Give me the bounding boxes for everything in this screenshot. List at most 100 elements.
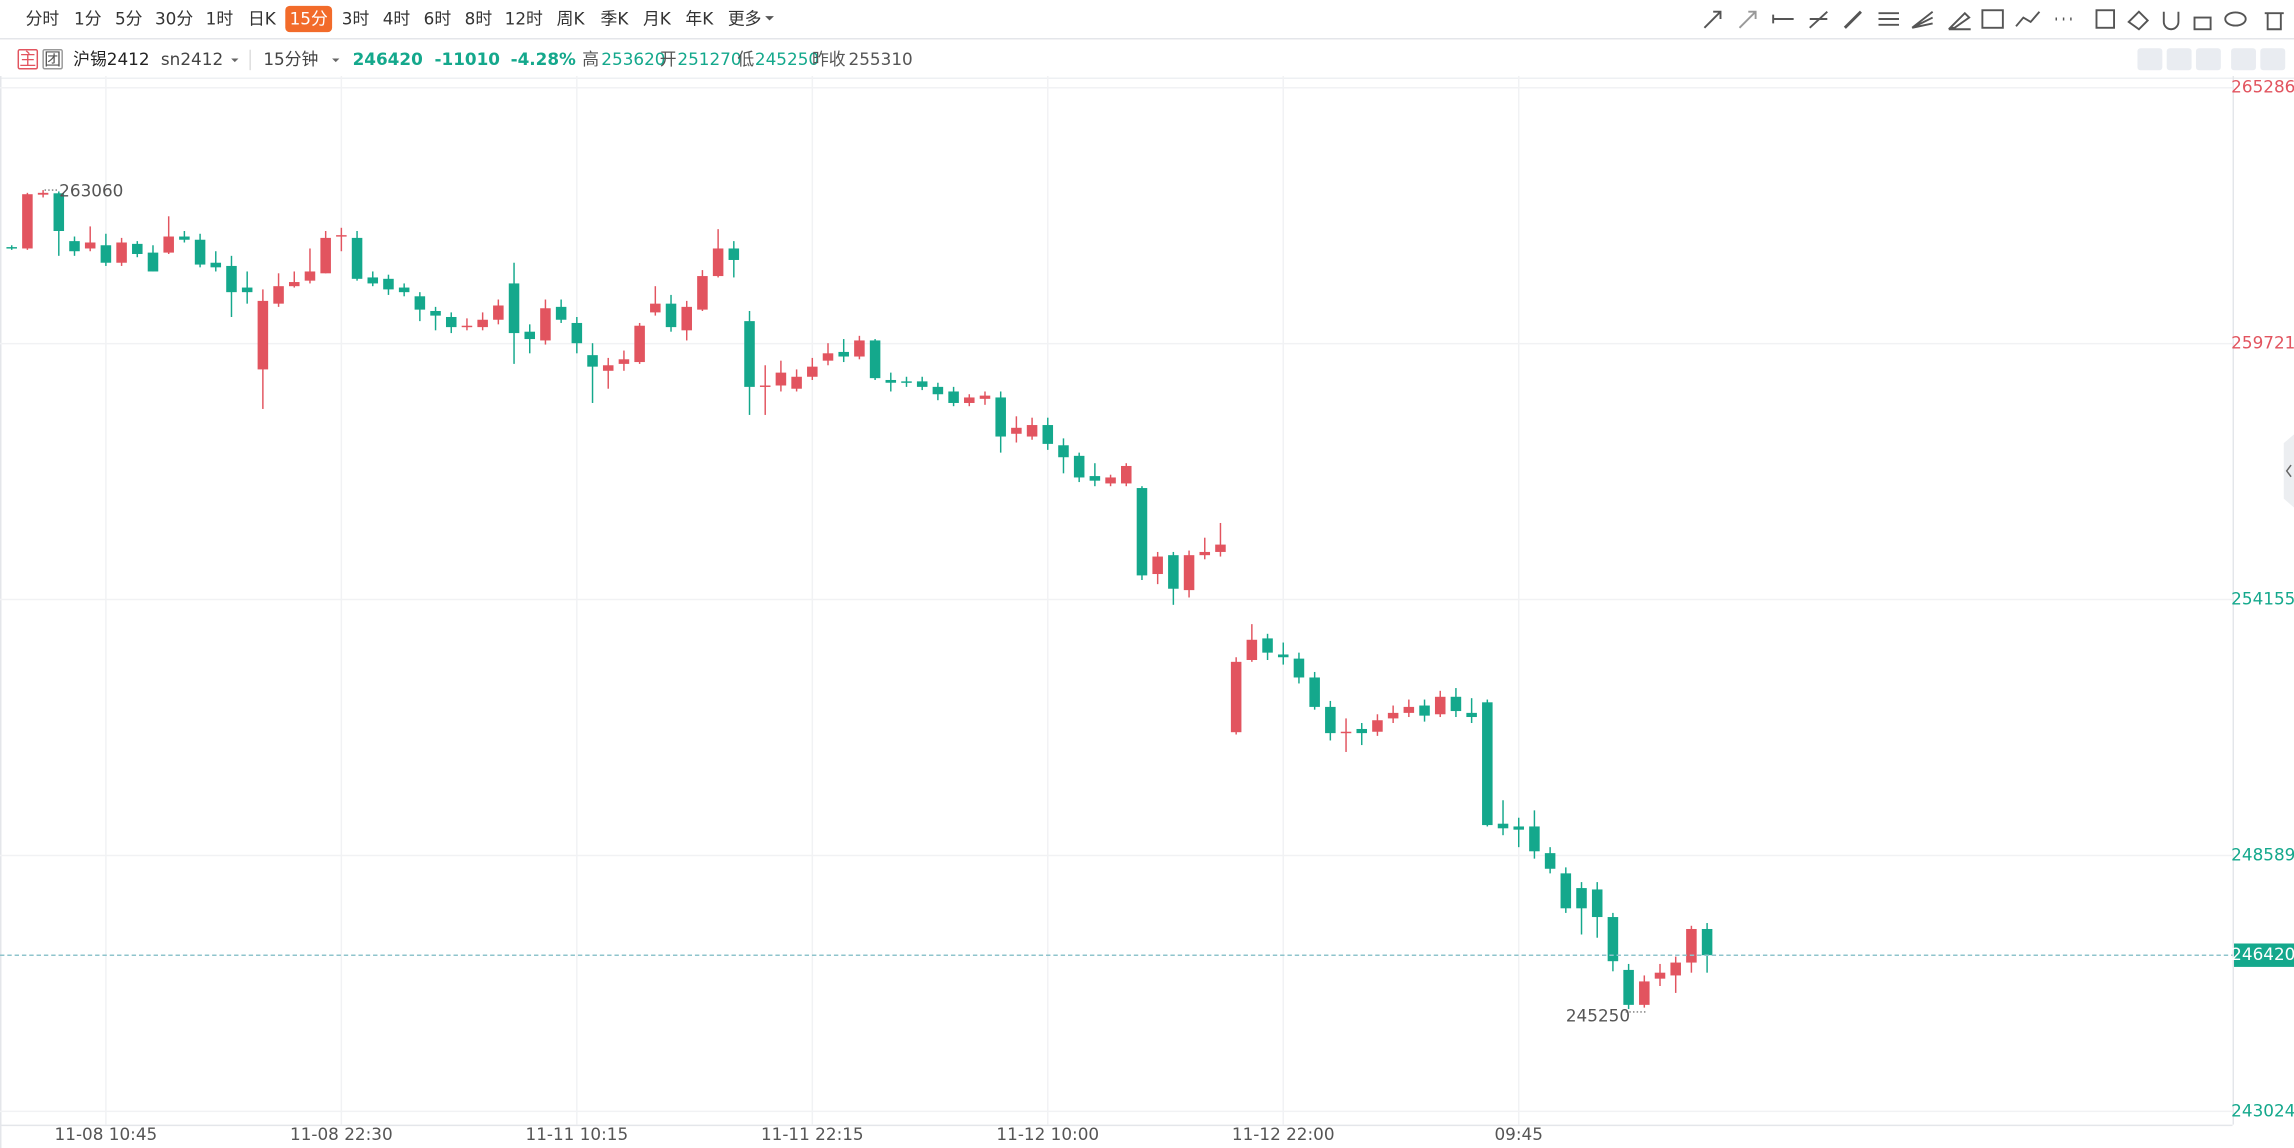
button-fullscreen[interactable] — [2260, 48, 2286, 71]
candle-body — [351, 237, 363, 279]
tool-segment[interactable] — [1809, 10, 1828, 29]
code-caret — [231, 58, 239, 63]
x-tick-label: 11-08 22:30 — [290, 1124, 393, 1144]
candle-body — [1215, 544, 1226, 552]
quote-period: 15分钟 — [263, 49, 318, 69]
drawing-tools — [1703, 9, 2284, 31]
candle-body — [273, 286, 284, 304]
candle-body — [854, 340, 865, 357]
candle-body — [304, 271, 316, 281]
period-button[interactable]: 6时 — [424, 9, 452, 29]
period-button[interactable]: 日K — [248, 9, 277, 29]
period-button[interactable]: 周K — [557, 9, 586, 29]
period-button[interactable]: 分时 — [26, 9, 60, 29]
x-tick-label: 11-12 10:00 — [996, 1124, 1099, 1144]
candle-body — [1623, 969, 1634, 1005]
candle-body — [979, 395, 991, 399]
candle-body — [147, 252, 159, 272]
y-tick-label: 259721 — [2231, 333, 2294, 353]
tool-fib[interactable] — [1878, 12, 1899, 26]
candle-body — [1466, 712, 1477, 718]
candle-body — [1639, 981, 1650, 1005]
candle-body — [132, 243, 143, 254]
candle-body — [1199, 551, 1211, 556]
tool-brush[interactable] — [1947, 11, 1971, 31]
tool-lock[interactable] — [2193, 16, 2212, 31]
button-compare[interactable] — [2195, 48, 2221, 71]
candle-body — [1387, 712, 1399, 719]
candle-body — [587, 355, 598, 367]
quote-high: 253620 — [601, 49, 665, 69]
candle-body — [1450, 696, 1462, 712]
candle-body — [1372, 720, 1383, 732]
period-button[interactable]: 12时 — [505, 9, 543, 29]
candle-body — [398, 287, 410, 293]
tool-ray[interactable] — [1703, 10, 1722, 29]
button-style[interactable] — [2137, 48, 2163, 71]
candle-body — [822, 353, 834, 361]
candle-body — [69, 241, 80, 252]
candle-body — [744, 321, 755, 387]
period-button[interactable]: 30分 — [155, 9, 193, 29]
side-panel-tab[interactable] — [2283, 434, 2294, 508]
candle-body — [37, 192, 49, 195]
candle-body — [84, 242, 96, 249]
candle-body — [1183, 555, 1195, 591]
candle-body — [712, 248, 724, 277]
candle-body — [964, 397, 975, 403]
candle-body — [540, 308, 551, 341]
period-button[interactable]: 5分 — [115, 9, 143, 29]
tool-hline[interactable] — [1772, 14, 1794, 24]
button-draw[interactable] — [2166, 48, 2192, 71]
candle-body — [100, 245, 112, 263]
candle-body — [1701, 928, 1713, 956]
candle-body — [414, 296, 426, 310]
tool-eraser[interactable] — [2127, 10, 2150, 31]
candle-body — [336, 235, 347, 237]
y-tick-label: 254155 — [2231, 589, 2294, 609]
quote-name: 沪锡2412 — [73, 49, 149, 69]
candle-body — [1011, 427, 1022, 434]
candle-body — [1089, 476, 1101, 481]
tool-fan[interactable] — [1911, 10, 1934, 29]
period-button[interactable]: 8时 — [465, 9, 493, 29]
period-caret — [332, 58, 340, 63]
candle-body — [916, 381, 928, 387]
x-tick-label: 11-11 10:15 — [525, 1124, 628, 1144]
tool-wave[interactable] — [2015, 11, 2041, 27]
max-marker: 263060 — [59, 181, 123, 201]
tool-image[interactable] — [1981, 9, 2004, 29]
quote-change: -11010 — [435, 49, 500, 69]
period-button[interactable]: 季K — [601, 9, 630, 29]
period-button[interactable]: 月K — [643, 9, 672, 29]
period-button[interactable]: 更多 — [728, 9, 762, 29]
candle-body — [1482, 702, 1493, 826]
button-expand[interactable] — [2231, 48, 2256, 71]
period-button[interactable]: 1时 — [206, 9, 234, 29]
candle-body — [493, 305, 504, 320]
candle-body — [1105, 477, 1116, 484]
candle-body — [430, 311, 441, 316]
candle-body — [885, 379, 897, 383]
candle-body — [1152, 556, 1163, 575]
candle-body — [1340, 731, 1352, 734]
candle-body — [1356, 728, 1368, 734]
candle-body — [1325, 706, 1336, 734]
x-tick-label: 11-12 22:00 — [1232, 1124, 1335, 1144]
tool-delete[interactable] — [2264, 12, 2284, 31]
candle-body — [1058, 445, 1069, 458]
period-button[interactable]: 1分 — [74, 9, 102, 29]
quote-open: 251270 — [677, 49, 741, 69]
period-button[interactable]: 15分 — [290, 9, 328, 29]
tool-edit[interactable] — [2095, 9, 2116, 29]
period-button[interactable]: 4时 — [383, 9, 411, 29]
tool-arrow[interactable] — [1738, 10, 1757, 29]
period-button[interactable]: 3时 — [342, 9, 370, 29]
candle-body — [445, 316, 457, 328]
period-button[interactable]: 年K — [685, 9, 714, 29]
tool-magnet[interactable] — [2162, 11, 2180, 31]
tool-eye[interactable] — [2224, 11, 2247, 27]
x-tick-label: 11-08 10:45 — [55, 1124, 158, 1144]
tool-pen[interactable] — [1843, 10, 1862, 29]
